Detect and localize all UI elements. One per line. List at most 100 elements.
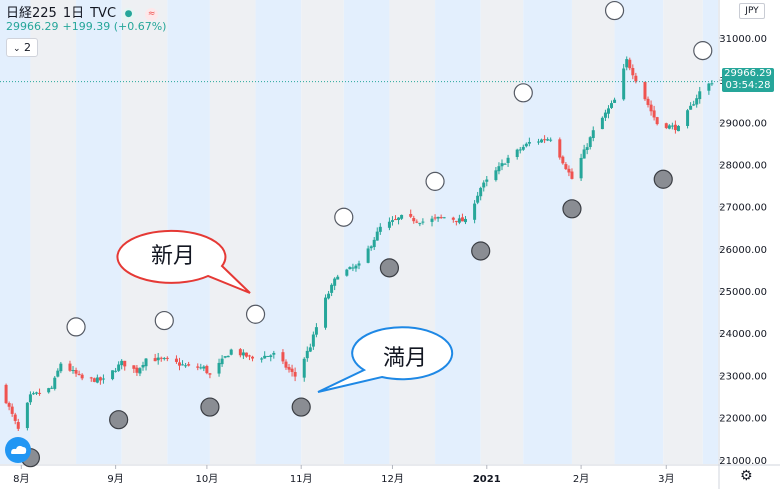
full-moon-bubble xyxy=(317,326,454,393)
candle-body xyxy=(689,105,693,110)
candle-body xyxy=(570,171,574,179)
candle-body xyxy=(686,110,690,126)
candle-body xyxy=(114,370,118,372)
candle-body xyxy=(314,327,318,335)
phase-band xyxy=(663,0,703,464)
candle-body xyxy=(330,284,334,293)
candle-body xyxy=(269,355,273,358)
candle-body xyxy=(631,68,635,76)
phase-band xyxy=(389,0,436,464)
candle-body xyxy=(603,112,607,118)
candle-body xyxy=(251,356,255,359)
candle-body xyxy=(348,267,352,270)
gear-icon[interactable]: ⚙ xyxy=(740,468,753,484)
wave-icon[interactable]: ≈ xyxy=(145,8,159,21)
phase-band xyxy=(614,0,664,464)
full-moon-marker xyxy=(562,199,582,219)
y-tick-label: 29000.00 xyxy=(719,118,767,129)
candle-body xyxy=(482,182,486,188)
candle-body xyxy=(144,358,148,367)
candle-body xyxy=(369,246,373,249)
candle-body xyxy=(324,297,328,328)
candle-body xyxy=(409,213,413,217)
candle-body xyxy=(400,214,404,219)
candle-body xyxy=(132,365,136,369)
candle-body xyxy=(308,347,312,352)
candle-body xyxy=(673,124,677,131)
symbol-name[interactable]: 日経225 xyxy=(6,6,57,21)
candle-body xyxy=(460,217,464,222)
phase-band xyxy=(209,0,256,464)
candle-body xyxy=(95,377,99,383)
moon-phase-bands xyxy=(0,0,718,464)
full-moon-marker xyxy=(653,169,673,189)
x-tick-label: 8月 xyxy=(13,473,29,485)
candle-body xyxy=(59,363,63,372)
candle-body xyxy=(558,139,562,158)
candle-body xyxy=(290,368,294,372)
interval-label[interactable]: 1日 xyxy=(62,6,85,21)
candle-body xyxy=(600,117,604,130)
candle-body xyxy=(184,365,188,367)
y-tick-label: 21000.00 xyxy=(719,456,767,467)
phase-band xyxy=(523,0,572,464)
indicator-toggle[interactable]: ⌄ 2 xyxy=(6,38,38,57)
candle-body xyxy=(622,68,626,100)
candle-body xyxy=(500,163,504,167)
new-moon-marker xyxy=(425,171,445,191)
phase-band xyxy=(301,0,344,464)
y-tick-label: 23000.00 xyxy=(719,371,767,382)
candle-body xyxy=(162,358,166,360)
new-moon-bubble xyxy=(116,229,251,294)
candle-body xyxy=(710,83,714,85)
phase-band xyxy=(343,0,390,464)
symbol-header[interactable]: 日経225 1日 TVC ● ≈ xyxy=(6,2,164,21)
candle-body xyxy=(485,179,489,182)
x-tick-label: 2月 xyxy=(573,473,589,485)
candle-body xyxy=(35,392,39,394)
candle-body xyxy=(187,364,191,366)
candle-body xyxy=(506,157,510,163)
candle-body xyxy=(451,217,455,220)
candle-body xyxy=(479,187,483,197)
candle-body xyxy=(89,377,93,379)
candle-body xyxy=(199,367,203,369)
candle-body xyxy=(652,110,656,118)
price-axis[interactable]: 21000.00 22000.00 23000.00 24000.00 25000.00… xyxy=(719,34,767,467)
tradingview-logo-icon[interactable] xyxy=(5,437,31,463)
candle-body xyxy=(433,217,437,219)
y-tick-label: 26000.00 xyxy=(719,245,767,256)
candle-body xyxy=(664,123,668,128)
current-price: 29966.29 xyxy=(6,20,59,33)
candle-body xyxy=(515,149,519,157)
candle-body xyxy=(220,358,224,365)
y-tick-label: 25000.00 xyxy=(719,287,767,298)
candle-body xyxy=(634,75,638,82)
candle-body xyxy=(327,293,331,299)
market-status-icon[interactable]: ● xyxy=(122,8,136,21)
candle-body xyxy=(71,370,75,372)
phase-band xyxy=(702,0,718,464)
candle-body xyxy=(442,217,446,219)
candle-body xyxy=(196,366,200,368)
candle-body xyxy=(25,402,29,429)
candle-body xyxy=(47,388,51,393)
time-axis[interactable]: 8月 9月 10月 11月 12月 2021 2月 3月 xyxy=(13,465,674,485)
candle-body xyxy=(503,163,507,165)
candle-body xyxy=(305,350,309,359)
candle-body xyxy=(174,358,178,362)
candle-body xyxy=(537,141,540,143)
full-moon-marker xyxy=(471,241,491,261)
x-tick-label: 11月 xyxy=(290,473,313,485)
price-change: +199.39 (+0.67%) xyxy=(62,20,167,33)
currency-label[interactable]: JPY xyxy=(739,3,765,19)
candle-body xyxy=(354,265,358,269)
candle-body xyxy=(302,358,306,378)
candle-body xyxy=(582,149,586,159)
candle-body xyxy=(366,248,370,263)
candle-body xyxy=(178,362,181,366)
new-moon-callout-label: 新月 xyxy=(151,244,195,269)
candle-body xyxy=(293,372,297,377)
